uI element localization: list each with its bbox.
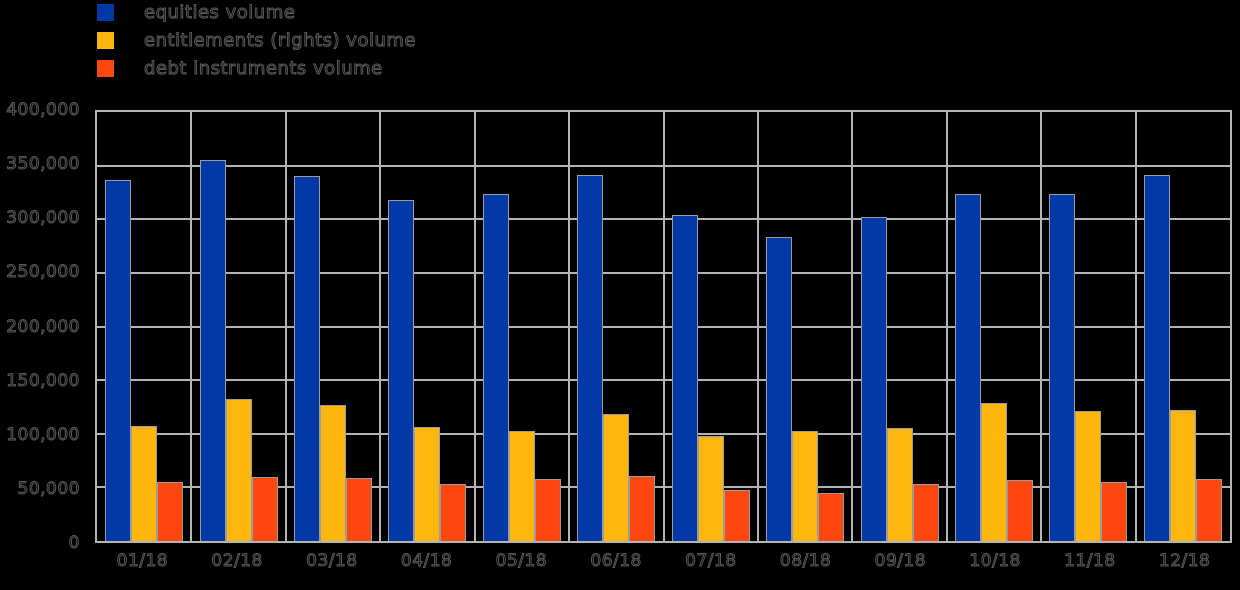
bar-group-04/18 xyxy=(380,112,474,541)
bar-equities-10/18 xyxy=(954,193,981,541)
legend-label-debt: debt instruments volume xyxy=(144,58,383,79)
x-tick-label: 11/18 xyxy=(1064,551,1116,571)
x-axis: 01/18 02/18 03/18 04/18 05/18 06/18 07/18 08/18… xyxy=(95,552,1232,578)
debt-swatch xyxy=(97,60,114,77)
bar-group-03/18 xyxy=(286,112,380,541)
legend-label-entitlements: entitlements (rights) volume xyxy=(144,30,416,51)
y-axis: 400,000 350,000 300,000 250,000 200,000 150,0… xyxy=(0,101,86,553)
bar-equities-04/18 xyxy=(388,199,415,541)
bar-debt-03/18 xyxy=(346,477,373,541)
y-tick-label: 100,000 xyxy=(6,424,80,445)
y-tick-label: 0 xyxy=(68,533,80,553)
bar-group-06/18 xyxy=(569,112,663,541)
bar-equities-05/18 xyxy=(482,193,509,541)
legend: equities volume entitlements (rights) vo… xyxy=(97,2,416,79)
gridline-vertical xyxy=(284,112,287,541)
bar-debt-11/18 xyxy=(1101,482,1128,541)
bar-entitlements-01/18 xyxy=(131,426,158,541)
y-tick-label: 200,000 xyxy=(6,316,80,337)
bar-debt-07/18 xyxy=(723,489,750,541)
bar-equities-11/18 xyxy=(1049,193,1076,541)
bar-group-08/18 xyxy=(758,112,852,541)
bar-entitlements-04/18 xyxy=(414,427,441,541)
x-tick-label: 02/18 xyxy=(211,551,263,571)
bar-debt-10/18 xyxy=(1006,479,1033,541)
gridline-vertical xyxy=(945,112,948,541)
bar-debt-02/18 xyxy=(251,476,278,541)
bar-debt-05/18 xyxy=(534,478,561,541)
bar-equities-12/18 xyxy=(1143,175,1170,541)
gridline-vertical xyxy=(756,112,759,541)
gridline-vertical xyxy=(473,112,476,541)
legend-item-debt: debt instruments volume xyxy=(97,58,416,79)
x-tick-label: 05/18 xyxy=(495,551,548,571)
bar-debt-06/18 xyxy=(629,475,656,541)
bar-debt-01/18 xyxy=(157,482,184,541)
bar-equities-07/18 xyxy=(671,214,698,541)
y-tick-label: 400,000 xyxy=(6,100,80,120)
bar-debt-12/18 xyxy=(1195,478,1222,541)
bar-debt-04/18 xyxy=(440,484,467,541)
bar-equities-01/18 xyxy=(105,179,132,541)
gridline-vertical xyxy=(379,112,382,541)
bar-group-11/18 xyxy=(1041,112,1135,541)
gridline-vertical xyxy=(1040,112,1043,541)
bar-entitlements-03/18 xyxy=(320,404,347,541)
x-tick-label: 07/18 xyxy=(685,551,737,571)
bar-entitlements-12/18 xyxy=(1169,410,1196,541)
plot-area xyxy=(95,110,1232,543)
bar-entitlements-09/18 xyxy=(886,428,913,541)
bar-debt-09/18 xyxy=(912,484,939,541)
plot-inner xyxy=(97,112,1230,541)
bar-equities-08/18 xyxy=(766,237,793,541)
x-tick-label: 06/18 xyxy=(590,551,642,571)
y-tick-label: 250,000 xyxy=(6,262,80,283)
bar-entitlements-06/18 xyxy=(603,414,630,541)
legend-label-equities: equities volume xyxy=(143,2,296,23)
y-tick-label: 50,000 xyxy=(17,478,80,499)
bar-entitlements-05/18 xyxy=(508,430,535,541)
bar-entitlements-02/18 xyxy=(225,399,252,541)
bar-entitlements-10/18 xyxy=(980,402,1007,541)
gridline-vertical xyxy=(568,112,571,541)
equities-swatch xyxy=(97,4,114,21)
bar-group-07/18 xyxy=(664,112,758,541)
gridline-vertical xyxy=(851,112,854,541)
bar-equities-02/18 xyxy=(199,160,226,541)
bar-debt-08/18 xyxy=(818,492,845,541)
bar-group-09/18 xyxy=(852,112,946,541)
gridline-vertical xyxy=(662,112,665,541)
x-tick-label: 03/18 xyxy=(306,551,358,571)
bar-entitlements-07/18 xyxy=(697,435,724,541)
bar-entitlements-11/18 xyxy=(1075,411,1102,541)
y-tick-label: 300,000 xyxy=(6,208,80,229)
bar-group-01/18 xyxy=(97,112,191,541)
entitlements-swatch xyxy=(97,32,114,49)
gridline-vertical xyxy=(1134,112,1137,541)
y-tick-label: 150,000 xyxy=(6,370,80,391)
x-tick-label: 10/18 xyxy=(969,551,1021,571)
x-tick-label: 08/18 xyxy=(779,551,832,571)
bar-equities-06/18 xyxy=(577,175,604,541)
gridline-vertical xyxy=(190,112,193,541)
x-tick-label: 01/18 xyxy=(116,551,169,571)
x-tick-label: 04/18 xyxy=(400,551,453,571)
bar-group-05/18 xyxy=(475,112,569,541)
legend-item-equities: equities volume xyxy=(97,2,416,23)
y-tick-label: 350,000 xyxy=(6,154,80,175)
bar-group-10/18 xyxy=(947,112,1041,541)
bar-group-02/18 xyxy=(191,112,285,541)
bar-group-12/18 xyxy=(1136,112,1230,541)
legend-item-entitlements: entitlements (rights) volume xyxy=(97,30,416,51)
bar-entitlements-08/18 xyxy=(792,430,819,541)
x-tick-label: 09/18 xyxy=(874,551,927,571)
bar-equities-09/18 xyxy=(860,217,887,541)
bar-equities-03/18 xyxy=(294,176,321,541)
x-tick-label: 12/18 xyxy=(1158,551,1211,571)
